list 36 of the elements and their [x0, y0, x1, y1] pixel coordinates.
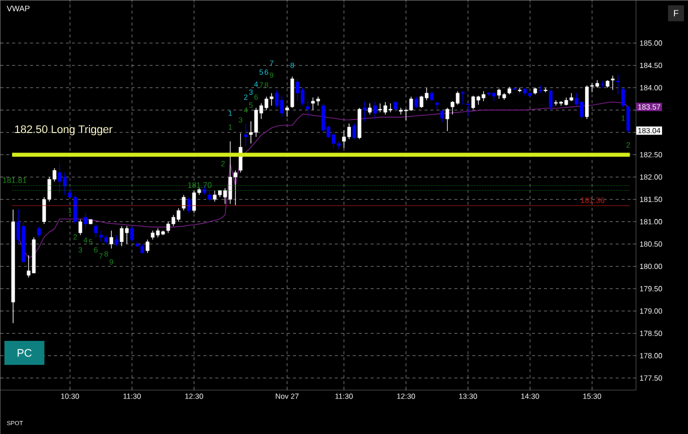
candlestick	[435, 102, 439, 110]
candlestick	[362, 100, 366, 122]
candlestick	[610, 75, 615, 90]
candlestick	[94, 224, 98, 238]
annotation: PC	[18, 348, 32, 357]
candlestick	[110, 230, 114, 249]
candlestick	[461, 90, 465, 106]
candlestick	[548, 90, 553, 110]
candlestick	[146, 239, 150, 254]
candlestick	[368, 102, 372, 115]
candlestick	[352, 123, 356, 140]
candlestick	[84, 212, 88, 229]
candlestick	[373, 102, 377, 120]
candlestick	[244, 123, 248, 146]
candlestick	[414, 96, 418, 108]
candlestick	[285, 105, 289, 118]
candlestick	[114, 234, 118, 247]
candlestick	[37, 226, 41, 238]
candlestick	[208, 190, 212, 202]
candlestick	[78, 219, 82, 236]
candlestick	[600, 80, 604, 88]
candlestick	[182, 194, 186, 211]
candlestick	[306, 100, 310, 118]
ref-line-label: 182.50 Long Trigger	[15, 125, 112, 136]
candlestick	[621, 87, 625, 108]
candlestick	[466, 102, 470, 118]
candlestick	[430, 90, 434, 102]
candlestick	[544, 87, 548, 93]
candlestick	[616, 74, 620, 95]
text: F	[674, 10, 678, 16]
candlestick	[187, 196, 191, 214]
candlestick	[446, 107, 450, 132]
candlestick	[626, 105, 630, 133]
candlestick	[394, 102, 398, 113]
candlestick	[440, 110, 444, 122]
candlestick	[130, 226, 134, 242]
